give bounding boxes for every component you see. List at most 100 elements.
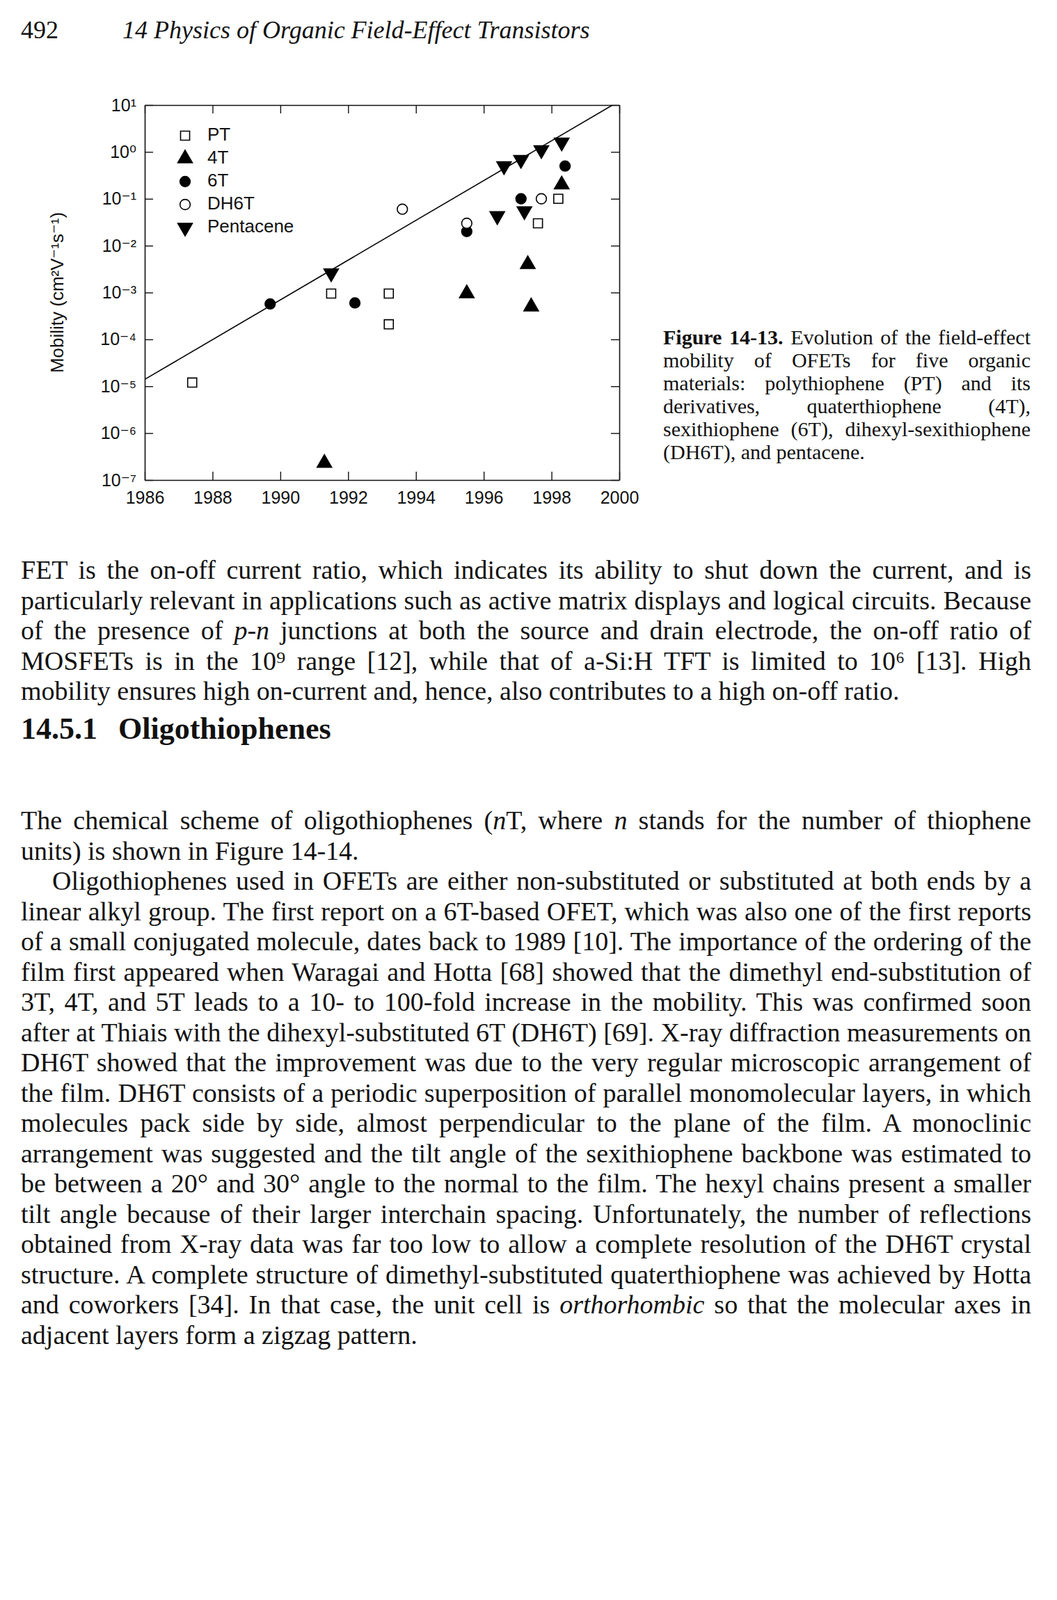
tick (347, 105, 349, 114)
legend-symbol (178, 223, 193, 236)
data-point (317, 455, 332, 468)
tick-mark (610, 199, 620, 200)
data-point (533, 146, 549, 159)
tick: 10⁰ (109, 141, 154, 162)
tick-mark (280, 471, 282, 481)
marks (144, 105, 613, 468)
caption-label: Figure 14-13. (663, 325, 784, 349)
tick-mark (144, 339, 154, 341)
tick: 1996 (464, 471, 504, 508)
data-point (323, 268, 339, 282)
text-run: Oligothiophenes used in OFETs are either… (20, 866, 1032, 1320)
trend-line (144, 105, 613, 380)
tick-mark (280, 105, 282, 114)
paragraph: The chemical scheme of oligothiophenes (… (20, 805, 1032, 867)
data-point (533, 218, 543, 228)
data-point (489, 211, 505, 225)
data-point (326, 288, 336, 298)
tick: 10¹ (111, 95, 154, 115)
tick-label: 10⁻⁷ (101, 470, 137, 490)
legend-symbol (180, 199, 191, 211)
tick (610, 433, 620, 435)
section-heading: 14.5.1Oligothiophenes (20, 711, 332, 747)
data-point (384, 320, 394, 330)
legend-label: DH6T (207, 192, 255, 214)
legend-label: 6T (207, 169, 229, 191)
legend-symbol (178, 150, 193, 163)
italic-run: orthorhombic (559, 1290, 705, 1320)
tick-mark (610, 480, 620, 481)
tick-label: 1986 (125, 487, 165, 508)
tick: 1992 (329, 471, 369, 508)
tick-label: 10⁻² (102, 235, 137, 256)
italic-run: p-n (233, 615, 270, 646)
tick: 10⁻¹ (102, 188, 154, 209)
tick-mark (144, 432, 154, 434)
tick-mark (416, 471, 417, 481)
tick: 1988 (193, 471, 233, 508)
tick-mark (144, 245, 154, 247)
tick-label: 10⁰ (109, 141, 137, 162)
legend: PT4T6TDH6TPentacene (178, 123, 295, 237)
tick (416, 105, 417, 114)
page-number: 492 (20, 15, 59, 45)
tick (280, 105, 282, 114)
tick-label: 10⁻³ (102, 282, 137, 302)
data-point (397, 203, 408, 215)
tick (610, 292, 620, 294)
tick-mark (483, 105, 485, 114)
data-point (517, 206, 532, 220)
tick-mark (551, 105, 552, 114)
axis: 19861988199019921994199619982000 (125, 471, 640, 508)
tick-mark (144, 480, 154, 481)
axis-line (145, 105, 621, 107)
data-point (520, 256, 536, 269)
section-title: Oligothiophenes (118, 711, 332, 746)
text-run: T, where (505, 805, 614, 836)
tick-label: 1988 (193, 487, 233, 508)
tick-label: 1992 (329, 487, 369, 508)
legend-label: PT (207, 123, 231, 145)
tick-mark (610, 151, 620, 153)
figure: 1986198819901992199419961998200010¹10⁰10… (0, 48, 662, 550)
tick: 10⁻⁴ (100, 329, 154, 349)
italic-run: n (492, 805, 506, 836)
running-title: 14 Physics of Organic Field-Effect Trans… (122, 15, 591, 45)
tick-mark (610, 386, 620, 387)
axis-line (145, 480, 621, 482)
italic-run: n (613, 805, 627, 836)
tick-mark (144, 151, 154, 153)
section-body: The chemical scheme of oligothiophenes (… (20, 805, 1032, 1351)
legend-symbol (180, 130, 190, 140)
tick: 10⁻³ (102, 282, 154, 302)
axis (145, 105, 621, 114)
tick (610, 245, 620, 247)
legend-symbol (180, 176, 191, 188)
tick-mark (610, 432, 620, 434)
data-point (461, 218, 472, 229)
tick: 10⁻⁷ (101, 470, 154, 490)
tick (610, 199, 620, 200)
figure-caption: Figure 14-13. Evolution of the field-eff… (663, 325, 1031, 464)
axis (610, 105, 621, 481)
tick-mark (144, 105, 154, 106)
paragraph: Oligothiophenes used in OFETs are either… (20, 866, 1032, 1351)
tick-label: 1994 (396, 487, 436, 508)
data-point (187, 377, 197, 387)
tick-mark (551, 471, 552, 481)
tick (212, 105, 213, 114)
chart-svg: 1986198819901992199419961998200010¹10⁰10… (0, 48, 662, 550)
data-point (459, 285, 474, 298)
tick-label: 1996 (464, 487, 504, 508)
tick: 1994 (396, 471, 436, 508)
tick-mark (144, 292, 154, 293)
data-point (560, 160, 571, 172)
axis-title: Mobility (cm²V⁻¹s⁻¹) (46, 212, 68, 373)
tick (610, 480, 620, 481)
tick-label: 10⁻⁶ (100, 423, 137, 443)
data-point (384, 288, 394, 298)
tick-mark (347, 105, 349, 114)
text-run: The chemical scheme of oligothiophenes ( (20, 805, 493, 836)
tick-label: 10⁻¹ (102, 188, 137, 209)
tick-label: 2000 (600, 487, 640, 508)
